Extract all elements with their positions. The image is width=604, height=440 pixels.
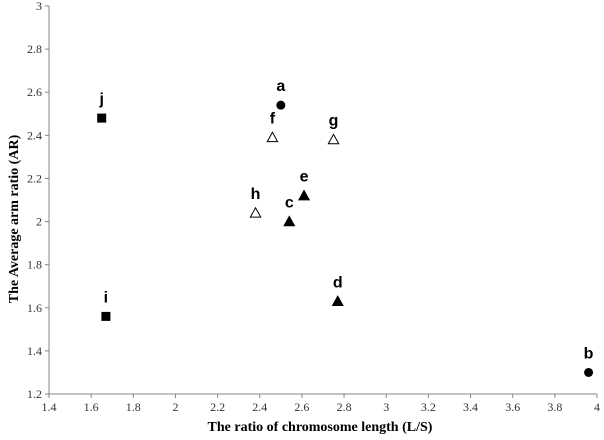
data-point-f: f: [266, 110, 279, 143]
x-tick-label: 1.4: [42, 400, 57, 414]
point-label: i: [104, 289, 108, 306]
data-point-g: g: [327, 113, 340, 145]
y-tick-label: 2.4: [27, 128, 42, 142]
x-tick-label: 3.2: [421, 400, 436, 414]
x-tick-label: 2: [172, 400, 178, 414]
circle-marker: [276, 100, 286, 110]
y-tick-label: 2: [36, 215, 42, 229]
y-tick-label: 1.6: [27, 301, 42, 315]
square-marker: [101, 311, 111, 321]
point-label: a: [276, 78, 285, 95]
x-tick-label: 2.2: [210, 400, 225, 414]
x-axis-title: The ratio of chromosome length (L/S): [208, 420, 433, 435]
y-tick-label: 2.6: [27, 85, 42, 99]
data-point-j: j: [97, 91, 107, 123]
data-point-h: h: [249, 186, 262, 218]
square-marker: [97, 113, 107, 123]
x-tick-label: 2.8: [337, 400, 352, 414]
point-label: e: [300, 169, 309, 186]
data-point-a: a: [276, 78, 285, 110]
data-point-e: e: [297, 169, 311, 201]
point-label: b: [584, 345, 594, 362]
point-label: g: [329, 113, 339, 130]
point-label: h: [251, 186, 261, 203]
point-label: d: [333, 274, 343, 291]
x-tick-label: 4: [594, 400, 600, 414]
point-label: f: [270, 110, 276, 127]
data-point-d: d: [331, 274, 344, 306]
open-triangle-marker: [249, 206, 262, 218]
y-tick-label: 2.8: [27, 42, 42, 56]
data-point-i: i: [101, 289, 111, 321]
x-tick-label: 2.6: [294, 400, 309, 414]
x-tick-label: 1.8: [126, 400, 141, 414]
point-label: c: [285, 195, 294, 212]
point-label: j: [98, 91, 103, 108]
circle-marker: [584, 367, 594, 377]
triangle-marker: [297, 189, 311, 201]
tick-labels: 1.4 1.6 1.8 2 2.2 2.4 2.6 2.8 3 3.2 3.4 3.6 3.8 41.21…: [27, 0, 600, 414]
y-tick-label: 1.2: [27, 387, 42, 401]
x-tick-label: 3.6: [505, 400, 520, 414]
x-tick-label: 2.4: [252, 400, 267, 414]
triangle-marker: [331, 295, 344, 306]
data-point-c: c: [283, 195, 296, 227]
x-tick-label: 1.6: [84, 400, 99, 414]
y-axis-title: The Average arm ratio (AR): [7, 134, 22, 303]
x-tick-label: 3.4: [463, 400, 478, 414]
y-tick-label: 3: [36, 0, 42, 13]
open-triangle-marker: [327, 133, 340, 145]
y-tick-label: 1.4: [27, 344, 42, 358]
y-tick-label: 2.2: [27, 171, 42, 185]
y-tick-label: 1.8: [27, 258, 42, 272]
axes: [45, 5, 598, 398]
data-point-b: b: [584, 345, 594, 377]
open-triangle-marker: [266, 131, 279, 143]
x-tick-label: 3: [383, 400, 389, 414]
data-points: a b c d e f g h i j: [97, 78, 594, 377]
triangle-marker: [283, 215, 296, 227]
x-tick-label: 3.8: [547, 400, 562, 414]
